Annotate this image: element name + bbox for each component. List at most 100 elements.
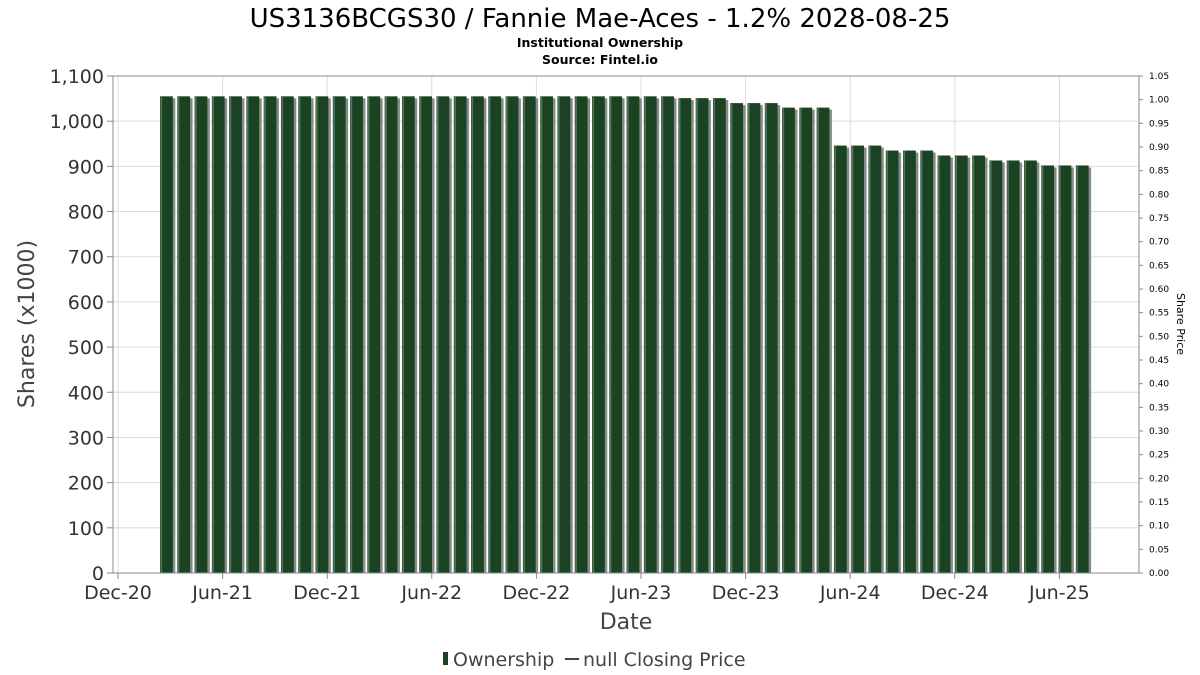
ownership-bar <box>574 96 588 573</box>
ownership-bar-highlight <box>886 151 888 573</box>
x-axis-title: Date <box>600 610 653 635</box>
y-tick-label: 500 <box>68 337 104 359</box>
ownership-bar-highlight <box>557 96 560 573</box>
ownership-bar <box>522 96 536 573</box>
ownership-bar <box>747 103 761 573</box>
y-tick-label: 400 <box>68 382 104 404</box>
y2-tick-label: 0.00 <box>1149 569 1169 579</box>
y2-tick-label: 0.60 <box>1149 285 1169 295</box>
ownership-bar <box>1024 160 1037 574</box>
ownership-bar-highlight <box>989 160 992 573</box>
ownership-bar-highlight <box>1076 165 1078 573</box>
ownership-bar <box>298 96 312 573</box>
y-tick-label: 100 <box>68 518 104 540</box>
ownership-bar-highlight <box>436 96 439 573</box>
x-tick-label: Dec-21 <box>293 582 361 604</box>
ownership-bar <box>1058 165 1072 573</box>
ownership-bar-highlight <box>609 96 612 573</box>
y2-tick-label: 0.20 <box>1149 474 1169 484</box>
y-tick-label: 200 <box>68 473 104 495</box>
ownership-bar-highlight <box>661 96 664 573</box>
ownership-bar <box>954 155 968 573</box>
ownership-bar-highlight <box>1041 165 1044 573</box>
y2-tick-label: 0.25 <box>1149 451 1169 461</box>
ownership-bar <box>799 107 813 574</box>
y2-tick-label: 1.00 <box>1149 96 1169 106</box>
y-tick-label: 0 <box>92 563 104 585</box>
legend-price-label: null Closing Price <box>583 649 746 671</box>
ownership-bar-highlight <box>212 96 214 573</box>
y2-tick-label: 0.65 <box>1149 261 1169 271</box>
ownership-bar <box>263 96 277 573</box>
ownership-bar-highlight <box>678 98 681 573</box>
ownership-bar <box>194 96 208 573</box>
legend-ownership-label: Ownership <box>453 649 554 671</box>
ownership-bar-highlight <box>281 96 284 573</box>
y-tick-label: 1,100 <box>50 66 104 88</box>
y2-tick-label: 0.30 <box>1149 427 1169 437</box>
ownership-bar-highlight <box>229 96 232 573</box>
ownership-bar <box>712 98 726 573</box>
ownership-bar <box>661 96 674 573</box>
ownership-bar <box>833 145 847 573</box>
y-tick-label: 1,000 <box>50 111 104 133</box>
ownership-bar <box>626 96 640 573</box>
ownership-bar-highlight <box>160 96 163 573</box>
y-tick-label: 700 <box>68 247 104 269</box>
ownership-bar-highlight <box>471 96 474 573</box>
x-tick-label: Jun-22 <box>400 582 462 604</box>
ownership-bar-highlight <box>765 103 767 573</box>
ownership-bar-highlight <box>1007 160 1009 573</box>
ownership-bar <box>367 96 381 573</box>
y2-tick-label: 1.05 <box>1149 72 1169 82</box>
x-tick-label: Dec-23 <box>712 582 780 604</box>
ownership-bar-highlight <box>817 108 819 573</box>
ownership-bar <box>730 103 744 573</box>
y2-tick-label: 0.10 <box>1149 522 1169 532</box>
ownership-bar <box>350 96 363 573</box>
y2-axis-title: Share Price <box>1174 293 1187 355</box>
chart-subtitle: Institutional Ownership <box>517 35 683 50</box>
x-tick-label: Jun-24 <box>819 582 881 604</box>
ownership-bar-highlight <box>488 96 491 573</box>
y2-tick-label: 0.45 <box>1149 356 1169 366</box>
y-tick-label: 300 <box>68 427 104 449</box>
y2-tick-label: 0.50 <box>1149 332 1169 342</box>
ownership-bar <box>246 96 260 573</box>
x-tick-label: Dec-24 <box>921 582 989 604</box>
ownership-bar-highlight <box>748 103 750 573</box>
ownership-bar <box>678 98 692 573</box>
y-tick-label: 800 <box>68 202 104 224</box>
ownership-bar-highlight <box>195 96 197 573</box>
x-tick-label: Jun-21 <box>191 582 253 604</box>
y2-tick-label: 0.75 <box>1149 214 1169 224</box>
ownership-bar <box>557 96 571 573</box>
ownership-bar <box>972 155 985 573</box>
ownership-bar-highlight <box>246 96 249 573</box>
ownership-bar-highlight <box>730 103 733 573</box>
ownership-bar <box>782 107 795 574</box>
left-axis-ticks: 0 100 200 300 400 500 600 700 800 900 1,000 1,100 <box>50 66 113 585</box>
ownership-bar-highlight <box>696 98 698 573</box>
y2-tick-label: 0.85 <box>1149 167 1169 177</box>
ownership-bar-highlight <box>523 96 525 573</box>
ownership-bar <box>764 103 778 573</box>
ownership-bar <box>488 96 502 573</box>
ownership-bar <box>436 96 450 573</box>
ownership-bar <box>419 96 432 573</box>
y-tick-label: 900 <box>68 156 104 178</box>
y2-tick-label: 0.15 <box>1149 498 1169 508</box>
ownership-bar-highlight <box>316 96 318 573</box>
ownership-bar <box>885 150 899 574</box>
ownership-bar-highlight <box>955 156 957 573</box>
ownership-bar-highlight <box>903 151 906 573</box>
ownership-bar-highlight <box>350 96 353 573</box>
legend: Ownership null Closing Price <box>443 649 746 671</box>
ownership-bar-highlight <box>177 96 180 573</box>
ownership-bar-highlight <box>782 108 785 573</box>
ownership-bar <box>1075 165 1089 573</box>
ownership-bar <box>315 96 329 573</box>
y2-tick-label: 0.95 <box>1149 119 1169 129</box>
ownership-bar-highlight <box>851 146 854 573</box>
ownership-bar <box>540 96 553 573</box>
